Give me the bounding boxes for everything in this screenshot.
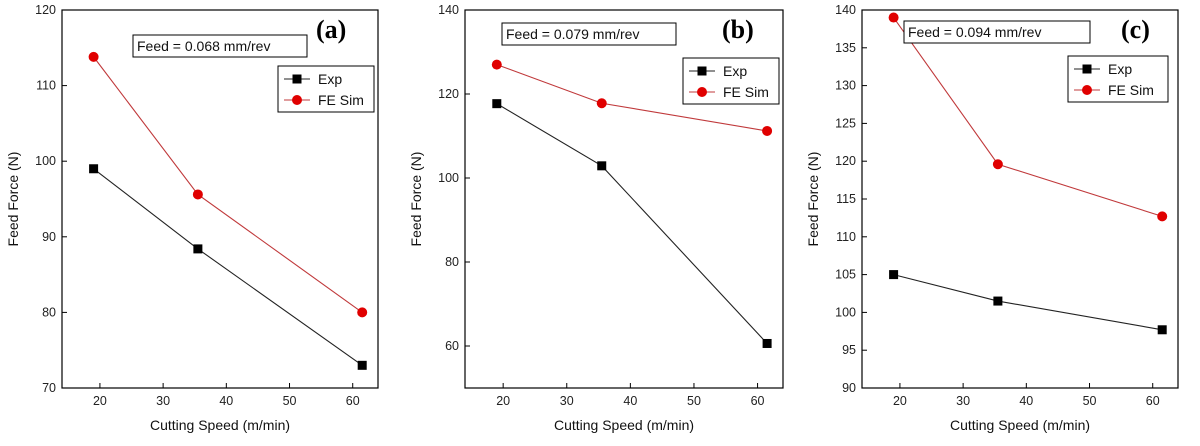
legend-box bbox=[277, 65, 375, 113]
panel-label: (b) bbox=[722, 15, 754, 44]
series-line-fe-sim bbox=[893, 17, 1163, 217]
data-point-fe-sim bbox=[88, 51, 99, 62]
y-tick-label: 115 bbox=[836, 192, 856, 206]
legend-marker-fe-sim bbox=[292, 95, 302, 105]
legend-marker-exp bbox=[292, 74, 302, 84]
legend-label-fe-sim: FE Sim bbox=[318, 92, 364, 108]
y-tick-label: 95 bbox=[842, 343, 856, 357]
y-tick-label: 60 bbox=[445, 339, 459, 353]
y-tick-label: 80 bbox=[42, 305, 56, 319]
x-tick-label: 20 bbox=[893, 394, 907, 408]
x-tick-label: 20 bbox=[93, 394, 107, 408]
y-tick-label: 110 bbox=[36, 79, 56, 93]
x-tick-label: 30 bbox=[156, 394, 170, 408]
y-tick-label: 110 bbox=[836, 230, 856, 244]
data-point-fe-sim bbox=[762, 125, 773, 136]
data-point-fe-sim bbox=[888, 12, 899, 23]
x-axis-label: Cutting Speed (m/min) bbox=[554, 417, 694, 433]
data-point-exp bbox=[89, 164, 99, 174]
x-tick-label: 30 bbox=[956, 394, 970, 408]
y-tick-label: 120 bbox=[438, 87, 459, 101]
series-line-exp bbox=[93, 168, 363, 366]
y-tick-label: 70 bbox=[42, 381, 56, 395]
chart-panel-2: 60 80 100 120 140 20 30 40 50 60 Cutting Speed (m/… bbox=[408, 3, 784, 433]
panel-label: (a) bbox=[316, 15, 346, 44]
feed-annotation-box bbox=[132, 34, 308, 58]
data-point-exp bbox=[597, 161, 607, 171]
data-point-fe-sim bbox=[192, 189, 203, 200]
panel-label: (c) bbox=[1121, 15, 1150, 44]
x-axis-label: Cutting Speed (m/min) bbox=[150, 417, 290, 433]
y-axis-label: Feed Force (N) bbox=[805, 152, 821, 247]
x-tick-label: 60 bbox=[346, 394, 360, 408]
legend-marker-exp bbox=[697, 66, 707, 76]
x-tick-label: 60 bbox=[1146, 394, 1160, 408]
series-line-exp bbox=[893, 274, 1163, 331]
legend-label-fe-sim: FE Sim bbox=[723, 84, 769, 100]
y-tick-label: 135 bbox=[835, 41, 856, 55]
y-tick-label: 120 bbox=[35, 3, 56, 17]
feed-annotation-box bbox=[501, 22, 677, 46]
y-tick-label: 120 bbox=[835, 154, 856, 168]
x-tick-label: 30 bbox=[560, 394, 574, 408]
x-tick-label: 50 bbox=[1083, 394, 1097, 408]
legend-marker-exp bbox=[1082, 64, 1092, 74]
data-point-exp bbox=[762, 338, 772, 348]
x-tick-label: 50 bbox=[283, 394, 297, 408]
legend-marker-fe-sim bbox=[697, 87, 707, 97]
data-point-exp bbox=[1157, 325, 1167, 335]
x-tick-label: 50 bbox=[687, 394, 701, 408]
y-tick-label: 125 bbox=[835, 116, 856, 130]
plot-frame bbox=[61, 9, 379, 389]
legend-label-exp: Exp bbox=[318, 71, 342, 87]
y-tick-label: 100 bbox=[835, 305, 856, 319]
legend-label-fe-sim: FE Sim bbox=[1108, 82, 1154, 98]
data-point-fe-sim bbox=[1157, 211, 1168, 222]
y-tick-label: 90 bbox=[842, 381, 856, 395]
feed-annotation-box bbox=[903, 20, 1091, 44]
x-tick-label: 40 bbox=[219, 394, 233, 408]
x-tick-label: 20 bbox=[496, 394, 510, 408]
y-tick-label: 100 bbox=[35, 154, 56, 168]
data-point-exp bbox=[993, 296, 1003, 306]
plot-frame bbox=[464, 9, 784, 389]
x-tick-label: 40 bbox=[1019, 394, 1033, 408]
legend-label-exp: Exp bbox=[723, 63, 747, 79]
data-point-exp bbox=[492, 99, 502, 109]
y-tick-label: 80 bbox=[445, 255, 459, 269]
y-axis-label: Feed Force (N) bbox=[5, 152, 21, 247]
data-point-exp bbox=[889, 270, 899, 280]
chart-panel-1: 70 80 90 100 110 120 20 30 40 50 60 Cutting Speed (… bbox=[5, 3, 379, 433]
data-point-fe-sim bbox=[992, 159, 1003, 170]
legend-box bbox=[682, 57, 780, 105]
legend-marker-fe-sim bbox=[1082, 85, 1092, 95]
chart-panel-3: 90 95 100 105 110 115 120 125 130 135 140 20 30 40 50 6… bbox=[805, 3, 1179, 433]
y-tick-label: 105 bbox=[835, 268, 856, 282]
data-point-fe-sim bbox=[357, 307, 368, 318]
series-line-exp bbox=[496, 103, 768, 344]
y-tick-label: 140 bbox=[438, 3, 459, 17]
data-point-exp bbox=[357, 360, 367, 370]
y-tick-label: 100 bbox=[438, 171, 459, 185]
legend-label-exp: Exp bbox=[1108, 61, 1132, 77]
y-tick-label: 140 bbox=[835, 3, 856, 17]
y-axis-label: Feed Force (N) bbox=[408, 152, 424, 247]
x-tick-label: 40 bbox=[623, 394, 637, 408]
feed-annotation: Feed = 0.068 mm/rev bbox=[137, 38, 270, 54]
feed-annotation: Feed = 0.094 mm/rev bbox=[908, 24, 1041, 40]
data-point-fe-sim bbox=[596, 98, 607, 109]
data-point-fe-sim bbox=[491, 59, 502, 70]
data-point-exp bbox=[193, 244, 203, 254]
y-tick-label: 90 bbox=[42, 230, 56, 244]
x-axis-label: Cutting Speed (m/min) bbox=[950, 417, 1090, 433]
y-tick-label: 130 bbox=[835, 79, 856, 93]
x-tick-label: 60 bbox=[751, 394, 765, 408]
feed-annotation: Feed = 0.079 mm/rev bbox=[506, 26, 639, 42]
